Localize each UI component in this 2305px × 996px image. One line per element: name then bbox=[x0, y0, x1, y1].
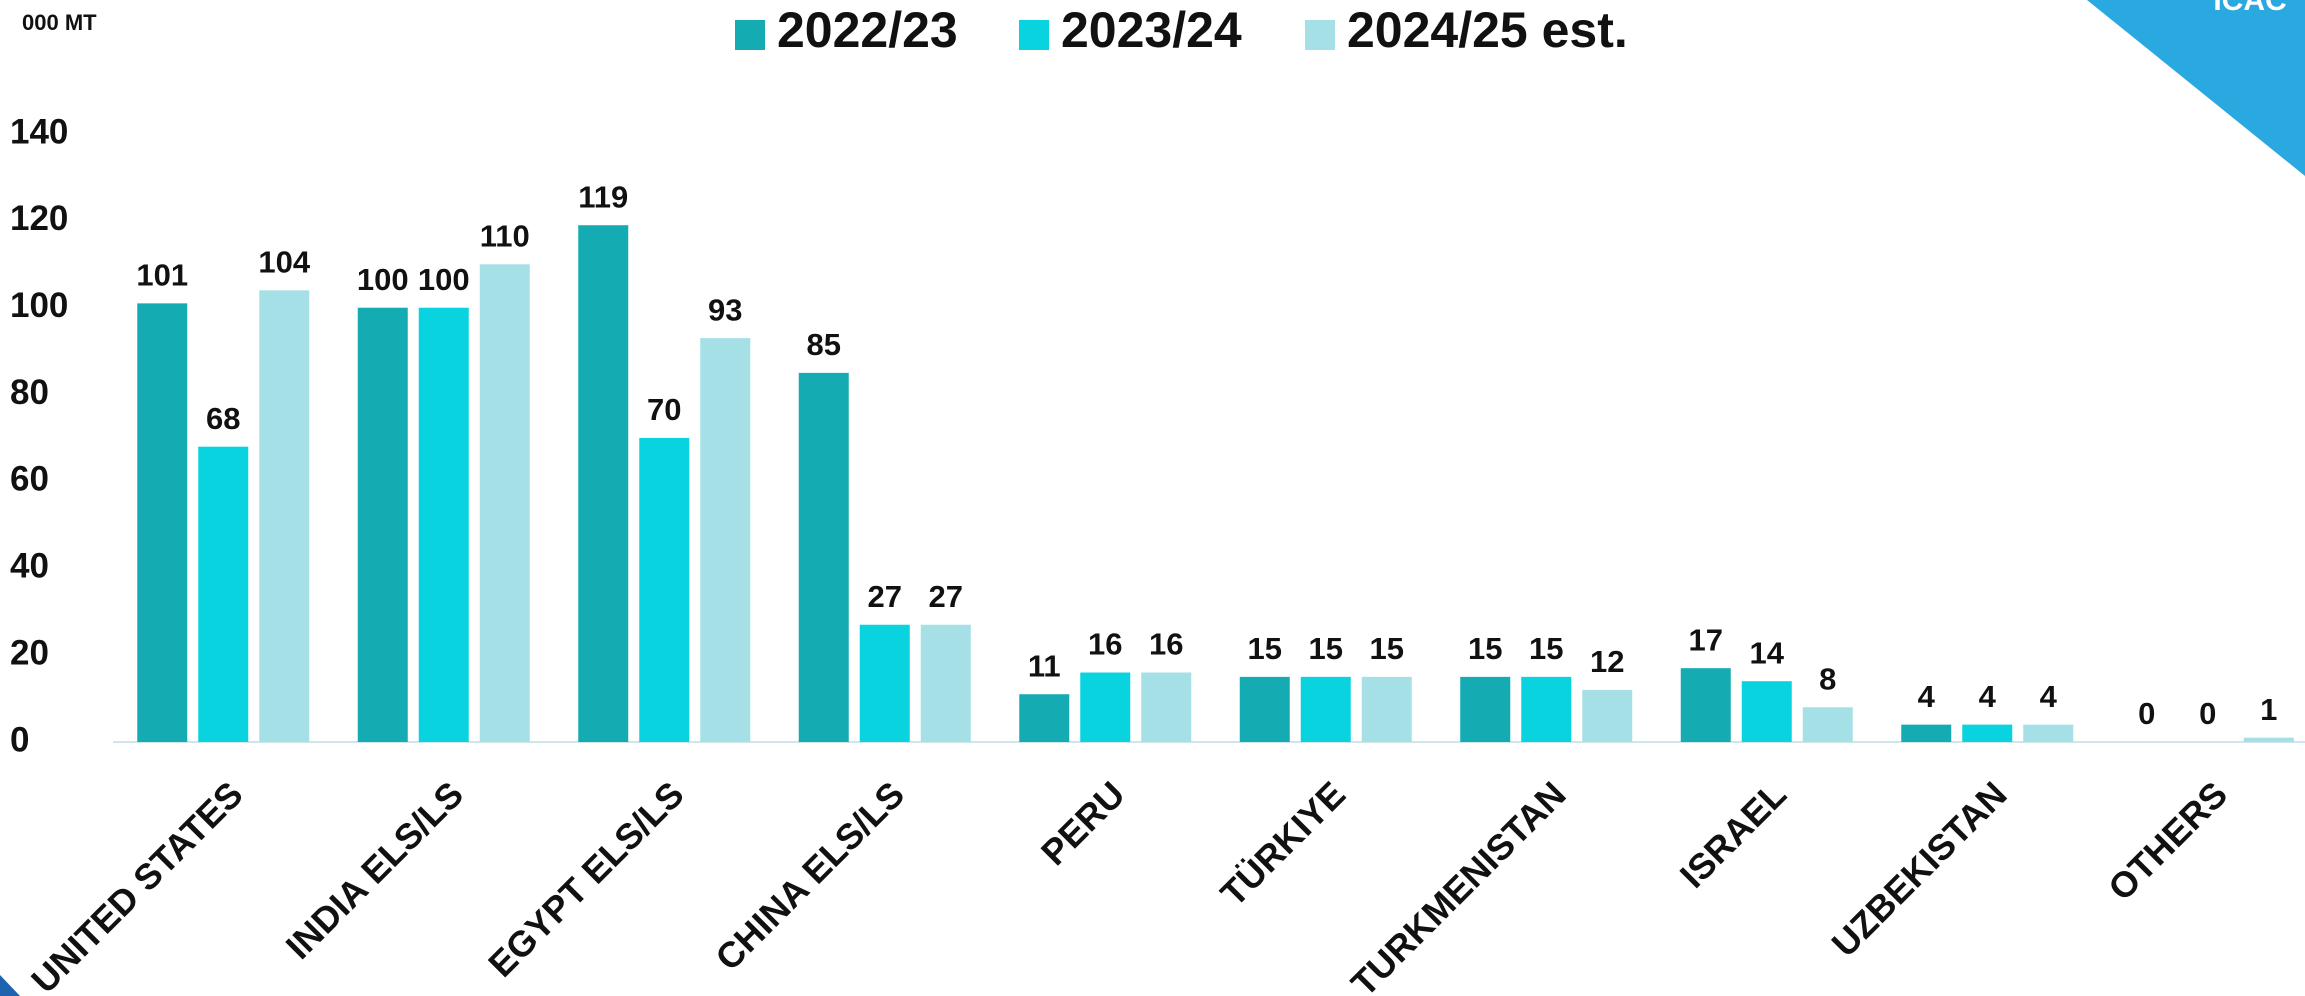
x-tick-label: ISRAEL bbox=[1672, 773, 1794, 895]
value-label: 93 bbox=[708, 292, 742, 327]
value-label: 15 bbox=[1309, 631, 1343, 666]
bar bbox=[1901, 724, 1952, 742]
bar bbox=[1802, 707, 1853, 742]
legend-swatch bbox=[1305, 20, 1335, 50]
value-label: 110 bbox=[480, 218, 530, 253]
legend-swatch bbox=[1019, 20, 1049, 50]
bar bbox=[137, 303, 188, 742]
bar bbox=[1080, 672, 1131, 742]
bar bbox=[1239, 676, 1290, 742]
bar bbox=[578, 225, 629, 742]
value-label: 16 bbox=[1149, 627, 1183, 662]
x-tick-label: TÜRKIYE bbox=[1212, 773, 1353, 914]
value-label: 8 bbox=[1819, 661, 1836, 696]
legend-label: 2024/25 est. bbox=[1347, 2, 1628, 58]
bar bbox=[639, 438, 690, 742]
bar bbox=[479, 264, 530, 742]
value-label: 11 bbox=[1028, 648, 1061, 683]
unit-label: 000 MT bbox=[22, 10, 97, 35]
y-tick-label: 120 bbox=[10, 199, 68, 238]
y-tick-label: 100 bbox=[10, 286, 68, 325]
x-tick-label: UZBEKISTAN bbox=[1823, 773, 2014, 964]
bar bbox=[1680, 668, 1731, 742]
logo: ICAC bbox=[2213, 0, 2286, 17]
value-label: 17 bbox=[1689, 622, 1723, 657]
value-label: 16 bbox=[1088, 627, 1122, 662]
value-label: 27 bbox=[929, 579, 963, 614]
bar bbox=[1019, 694, 1070, 742]
y-tick-label: 80 bbox=[10, 373, 49, 412]
bar bbox=[1141, 672, 1192, 742]
value-label: 15 bbox=[1248, 631, 1282, 666]
x-tick-label: INDIA ELS/LS bbox=[278, 773, 472, 967]
value-label: 15 bbox=[1468, 631, 1502, 666]
bar bbox=[2243, 737, 2294, 742]
bar bbox=[198, 446, 249, 742]
value-label: 104 bbox=[258, 245, 310, 280]
bar bbox=[1521, 676, 1572, 742]
bar bbox=[700, 338, 751, 742]
bar bbox=[920, 624, 971, 742]
y-tick-label: 60 bbox=[10, 460, 49, 499]
bar bbox=[859, 624, 910, 742]
legend-swatch bbox=[735, 20, 765, 50]
value-label: 15 bbox=[1370, 631, 1404, 666]
value-label: 100 bbox=[357, 262, 409, 297]
bar bbox=[1460, 676, 1511, 742]
x-tick-label: CHINA ELS/LS bbox=[707, 773, 912, 978]
bar bbox=[2023, 724, 2074, 742]
corner-shape bbox=[0, 975, 20, 996]
x-tick-label: PERU bbox=[1033, 773, 1133, 873]
value-label: 1 bbox=[2260, 692, 2277, 727]
bar bbox=[1741, 681, 1792, 742]
bar bbox=[1962, 724, 2013, 742]
bar bbox=[1582, 689, 1633, 742]
y-tick-label: 0 bbox=[10, 720, 29, 759]
value-label: 0 bbox=[2138, 696, 2155, 731]
legend-label: 2023/24 bbox=[1061, 2, 1242, 58]
x-tick-label: TURKMENISTAN bbox=[1343, 773, 1574, 996]
value-label: 85 bbox=[807, 327, 841, 362]
y-tick-label: 140 bbox=[10, 112, 68, 151]
y-tick-label: 40 bbox=[10, 547, 49, 586]
value-label: 14 bbox=[1750, 635, 1785, 670]
bar bbox=[357, 307, 408, 742]
y-tick-label: 20 bbox=[10, 633, 49, 672]
x-tick-label: EGYPT ELS/LS bbox=[480, 773, 691, 984]
bar bbox=[798, 372, 849, 742]
value-label: 12 bbox=[1590, 644, 1624, 679]
logo-shape bbox=[2087, 0, 2305, 176]
value-label: 0 bbox=[2199, 696, 2216, 731]
value-label: 4 bbox=[1979, 679, 1997, 714]
value-label: 4 bbox=[2040, 679, 2058, 714]
bar bbox=[1361, 676, 1412, 742]
value-label: 27 bbox=[868, 579, 902, 614]
x-tick-label: OTHERS bbox=[2100, 773, 2235, 908]
value-label: 4 bbox=[1918, 679, 1936, 714]
bar bbox=[259, 290, 310, 742]
value-label: 15 bbox=[1529, 631, 1563, 666]
bar bbox=[418, 307, 469, 742]
x-tick-label: UNITED STATES bbox=[23, 773, 250, 996]
legend-label: 2022/23 bbox=[777, 2, 958, 58]
bar bbox=[1300, 676, 1351, 742]
value-label: 100 bbox=[418, 262, 470, 297]
value-label: 68 bbox=[206, 401, 240, 436]
value-label: 101 bbox=[136, 258, 188, 293]
value-label: 119 bbox=[578, 179, 628, 214]
value-label: 70 bbox=[647, 392, 681, 427]
